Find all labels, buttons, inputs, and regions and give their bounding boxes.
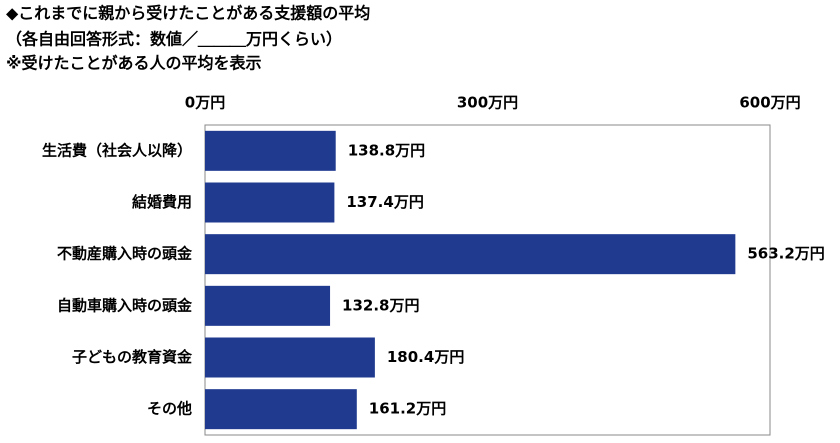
plot-frame bbox=[204, 124, 771, 436]
value-label: 180.4万円 bbox=[387, 348, 464, 366]
y-tick-label: 自動車購入時の頭金 bbox=[57, 296, 193, 314]
y-tick-label: 生活費（社会人以降） bbox=[42, 141, 192, 159]
bar bbox=[205, 285, 331, 326]
y-tick-label: 子どもの教育資金 bbox=[72, 348, 193, 366]
bar bbox=[205, 337, 375, 378]
x-tick-label: 600万円 bbox=[739, 94, 800, 112]
bar bbox=[205, 234, 736, 275]
bar bbox=[205, 389, 357, 430]
y-tick-label: 不動産購入時の頭金 bbox=[57, 245, 193, 263]
x-tick-label: 300万円 bbox=[457, 94, 518, 112]
chart-subtitle: （各自由回答形式：数値／＿＿＿万円くらい） bbox=[6, 30, 342, 49]
value-label: 132.8万円 bbox=[342, 296, 419, 314]
chart-title: ◆これまでに親から受けたことがある支援額の平均 bbox=[6, 4, 370, 23]
chart-note: ※受けたことがある人の平均を表示 bbox=[6, 54, 262, 73]
y-tick-label: 結婚費用 bbox=[132, 193, 192, 211]
value-label: 563.2万円 bbox=[747, 245, 824, 263]
bar bbox=[205, 130, 336, 171]
bar bbox=[205, 182, 335, 223]
value-label: 138.8万円 bbox=[348, 141, 425, 159]
x-tick-label: 0万円 bbox=[185, 94, 225, 112]
y-tick-label: その他 bbox=[147, 400, 192, 418]
value-label: 161.2万円 bbox=[369, 400, 446, 418]
value-label: 137.4万円 bbox=[346, 193, 423, 211]
